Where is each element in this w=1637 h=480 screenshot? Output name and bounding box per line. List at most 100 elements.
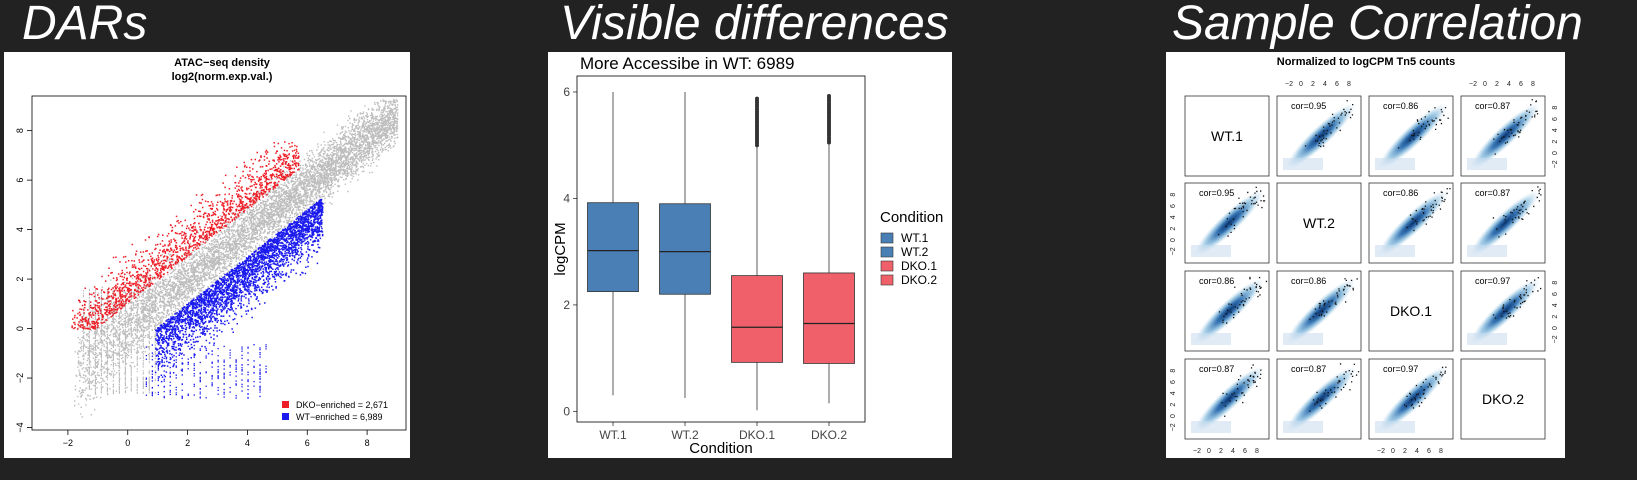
- legend-label-wt: WT−enriched = 6,989: [296, 412, 383, 422]
- density-band: [1191, 245, 1231, 257]
- matrix-cell: cor=0.97: [1368, 358, 1454, 440]
- legend-label: WT.2: [901, 245, 929, 259]
- plot-frame: [31, 95, 407, 431]
- axis-tick-label: 0: [1170, 414, 1177, 418]
- axis-tick-label: 6: [1335, 81, 1339, 88]
- scatter-subtitle: log2(norm.exp.val.): [172, 71, 273, 83]
- y-tick-label: 6: [563, 85, 570, 99]
- density-band: [1467, 333, 1507, 345]
- wt-point-cloud: [145, 198, 324, 399]
- axis-tick-label: −2: [1285, 81, 1293, 88]
- box-iqr: [659, 203, 711, 295]
- correlation-label: cor=0.95: [1291, 101, 1326, 111]
- correlation-label: cor=0.86: [1199, 276, 1234, 286]
- axis-tick-label: 2: [1170, 227, 1177, 231]
- axis-tick-label: 6: [1552, 292, 1559, 296]
- matrix-cell: cor=0.86: [1276, 270, 1362, 352]
- density-band: [1283, 421, 1323, 433]
- axis-tick-label: 8: [1255, 448, 1259, 455]
- neutral-points: [74, 99, 399, 418]
- density-cloud: [1378, 190, 1448, 256]
- axis-tick-label: 2: [1495, 81, 1499, 88]
- y-tick-label: −4: [15, 422, 25, 432]
- boxplot-legend-title: Condition: [880, 209, 943, 226]
- y-tick-label: −2: [15, 373, 25, 383]
- correlation-label: cor=0.87: [1291, 364, 1326, 374]
- y-tick-label: 2: [563, 298, 570, 312]
- box-wt-2: WT.2: [659, 91, 711, 442]
- legend-label: DKO.1: [901, 259, 937, 273]
- legend-label-dko: DKO−enriched = 2,671: [296, 400, 388, 410]
- density-band: [1467, 245, 1507, 257]
- density-band: [1467, 158, 1507, 170]
- density-cloud: [1286, 103, 1356, 169]
- axis-tick-label: −2: [1170, 423, 1177, 431]
- correlation-panel: Normalized to logCPM Tn5 counts −2 0 2 4 6 8 −…: [1166, 52, 1565, 458]
- boxplot-title: More Accessibe in WT: 6989: [580, 54, 794, 73]
- axis-tick-label: 8: [1170, 369, 1177, 373]
- outlier-dots: [1404, 366, 1447, 409]
- axis-tick-label: −2: [1170, 247, 1177, 255]
- y-tick-label: 0: [563, 404, 570, 418]
- correlation-label: cor=0.97: [1383, 364, 1418, 374]
- density-band: [1375, 421, 1415, 433]
- dko-enriched-points: [71, 141, 300, 330]
- cell-frame: [1276, 182, 1362, 264]
- y-tick-label: 4: [15, 227, 25, 232]
- x-tick-label: DKO.2: [811, 428, 847, 442]
- outlier-points: [827, 94, 831, 145]
- x-tick-label: −2: [63, 438, 73, 448]
- axis-tick-label: 2: [1170, 403, 1177, 407]
- matrix-cell: WT.1: [1184, 95, 1270, 177]
- x-tick-label: 4: [245, 438, 250, 448]
- heading-dars: DARs: [22, 0, 148, 50]
- axis-tick-label: 8: [1552, 106, 1559, 110]
- axis-tick-label: 6: [1519, 81, 1523, 88]
- matrix-cell: cor=0.86: [1368, 182, 1454, 264]
- axis-tick-label: 0: [1170, 238, 1177, 242]
- density-band: [1375, 158, 1415, 170]
- variable-name: WT.2: [1303, 215, 1335, 231]
- legend-swatch: [880, 260, 894, 272]
- outlier-points: [755, 96, 759, 148]
- y-tick-label: 6: [15, 178, 25, 183]
- scatter-title: ATAC−seq density: [174, 57, 271, 69]
- matrix-cell: DKO.2: [1460, 358, 1546, 440]
- axis-tick-label: 2: [1219, 448, 1223, 455]
- axis-tick-label: 2: [1403, 448, 1407, 455]
- cell-frame: [1368, 270, 1454, 352]
- variable-name: DKO.1: [1390, 303, 1432, 319]
- density-band: [1283, 333, 1323, 345]
- axis-tick-label: 4: [1507, 81, 1511, 88]
- box-wt-1: WT.1: [587, 91, 639, 442]
- x-tick-label: 6: [305, 438, 310, 448]
- outlier-dots: [1309, 363, 1360, 412]
- axis-tick-label: 8: [1347, 81, 1351, 88]
- correlation-label: cor=0.87: [1475, 188, 1510, 198]
- heading-sample-correlation: Sample Correlation: [1172, 0, 1583, 50]
- axis-tick-label: −2: [1377, 448, 1385, 455]
- axis-tick-label: 2: [1552, 140, 1559, 144]
- density-cloud: [1194, 366, 1264, 432]
- axis-tick-label: 0: [1483, 81, 1487, 88]
- y-tick-label: 2: [15, 277, 25, 282]
- axis-tick-label: 0: [1391, 448, 1395, 455]
- boxplot-ylabel: logCPM: [552, 222, 569, 275]
- y-tick-label: 8: [15, 128, 25, 133]
- box-iqr: [731, 275, 783, 363]
- axis-tick-label: −2: [1552, 335, 1559, 343]
- density-cloud: [1194, 190, 1264, 256]
- correlation-label: cor=0.86: [1383, 188, 1418, 198]
- density-cloud: [1286, 278, 1356, 344]
- density-band: [1191, 333, 1231, 345]
- axis-tick-label: 6: [1243, 448, 1247, 455]
- matrix-cell: cor=0.97: [1460, 270, 1546, 352]
- axis-tick-label: 4: [1170, 391, 1177, 395]
- axis-tick-label: 4: [1552, 303, 1559, 307]
- cell-frame: [1460, 358, 1546, 440]
- legend-swatch: [880, 246, 894, 258]
- correlation-title: Normalized to logCPM Tn5 counts: [1277, 56, 1455, 68]
- axis-tick-label: 8: [1531, 81, 1535, 88]
